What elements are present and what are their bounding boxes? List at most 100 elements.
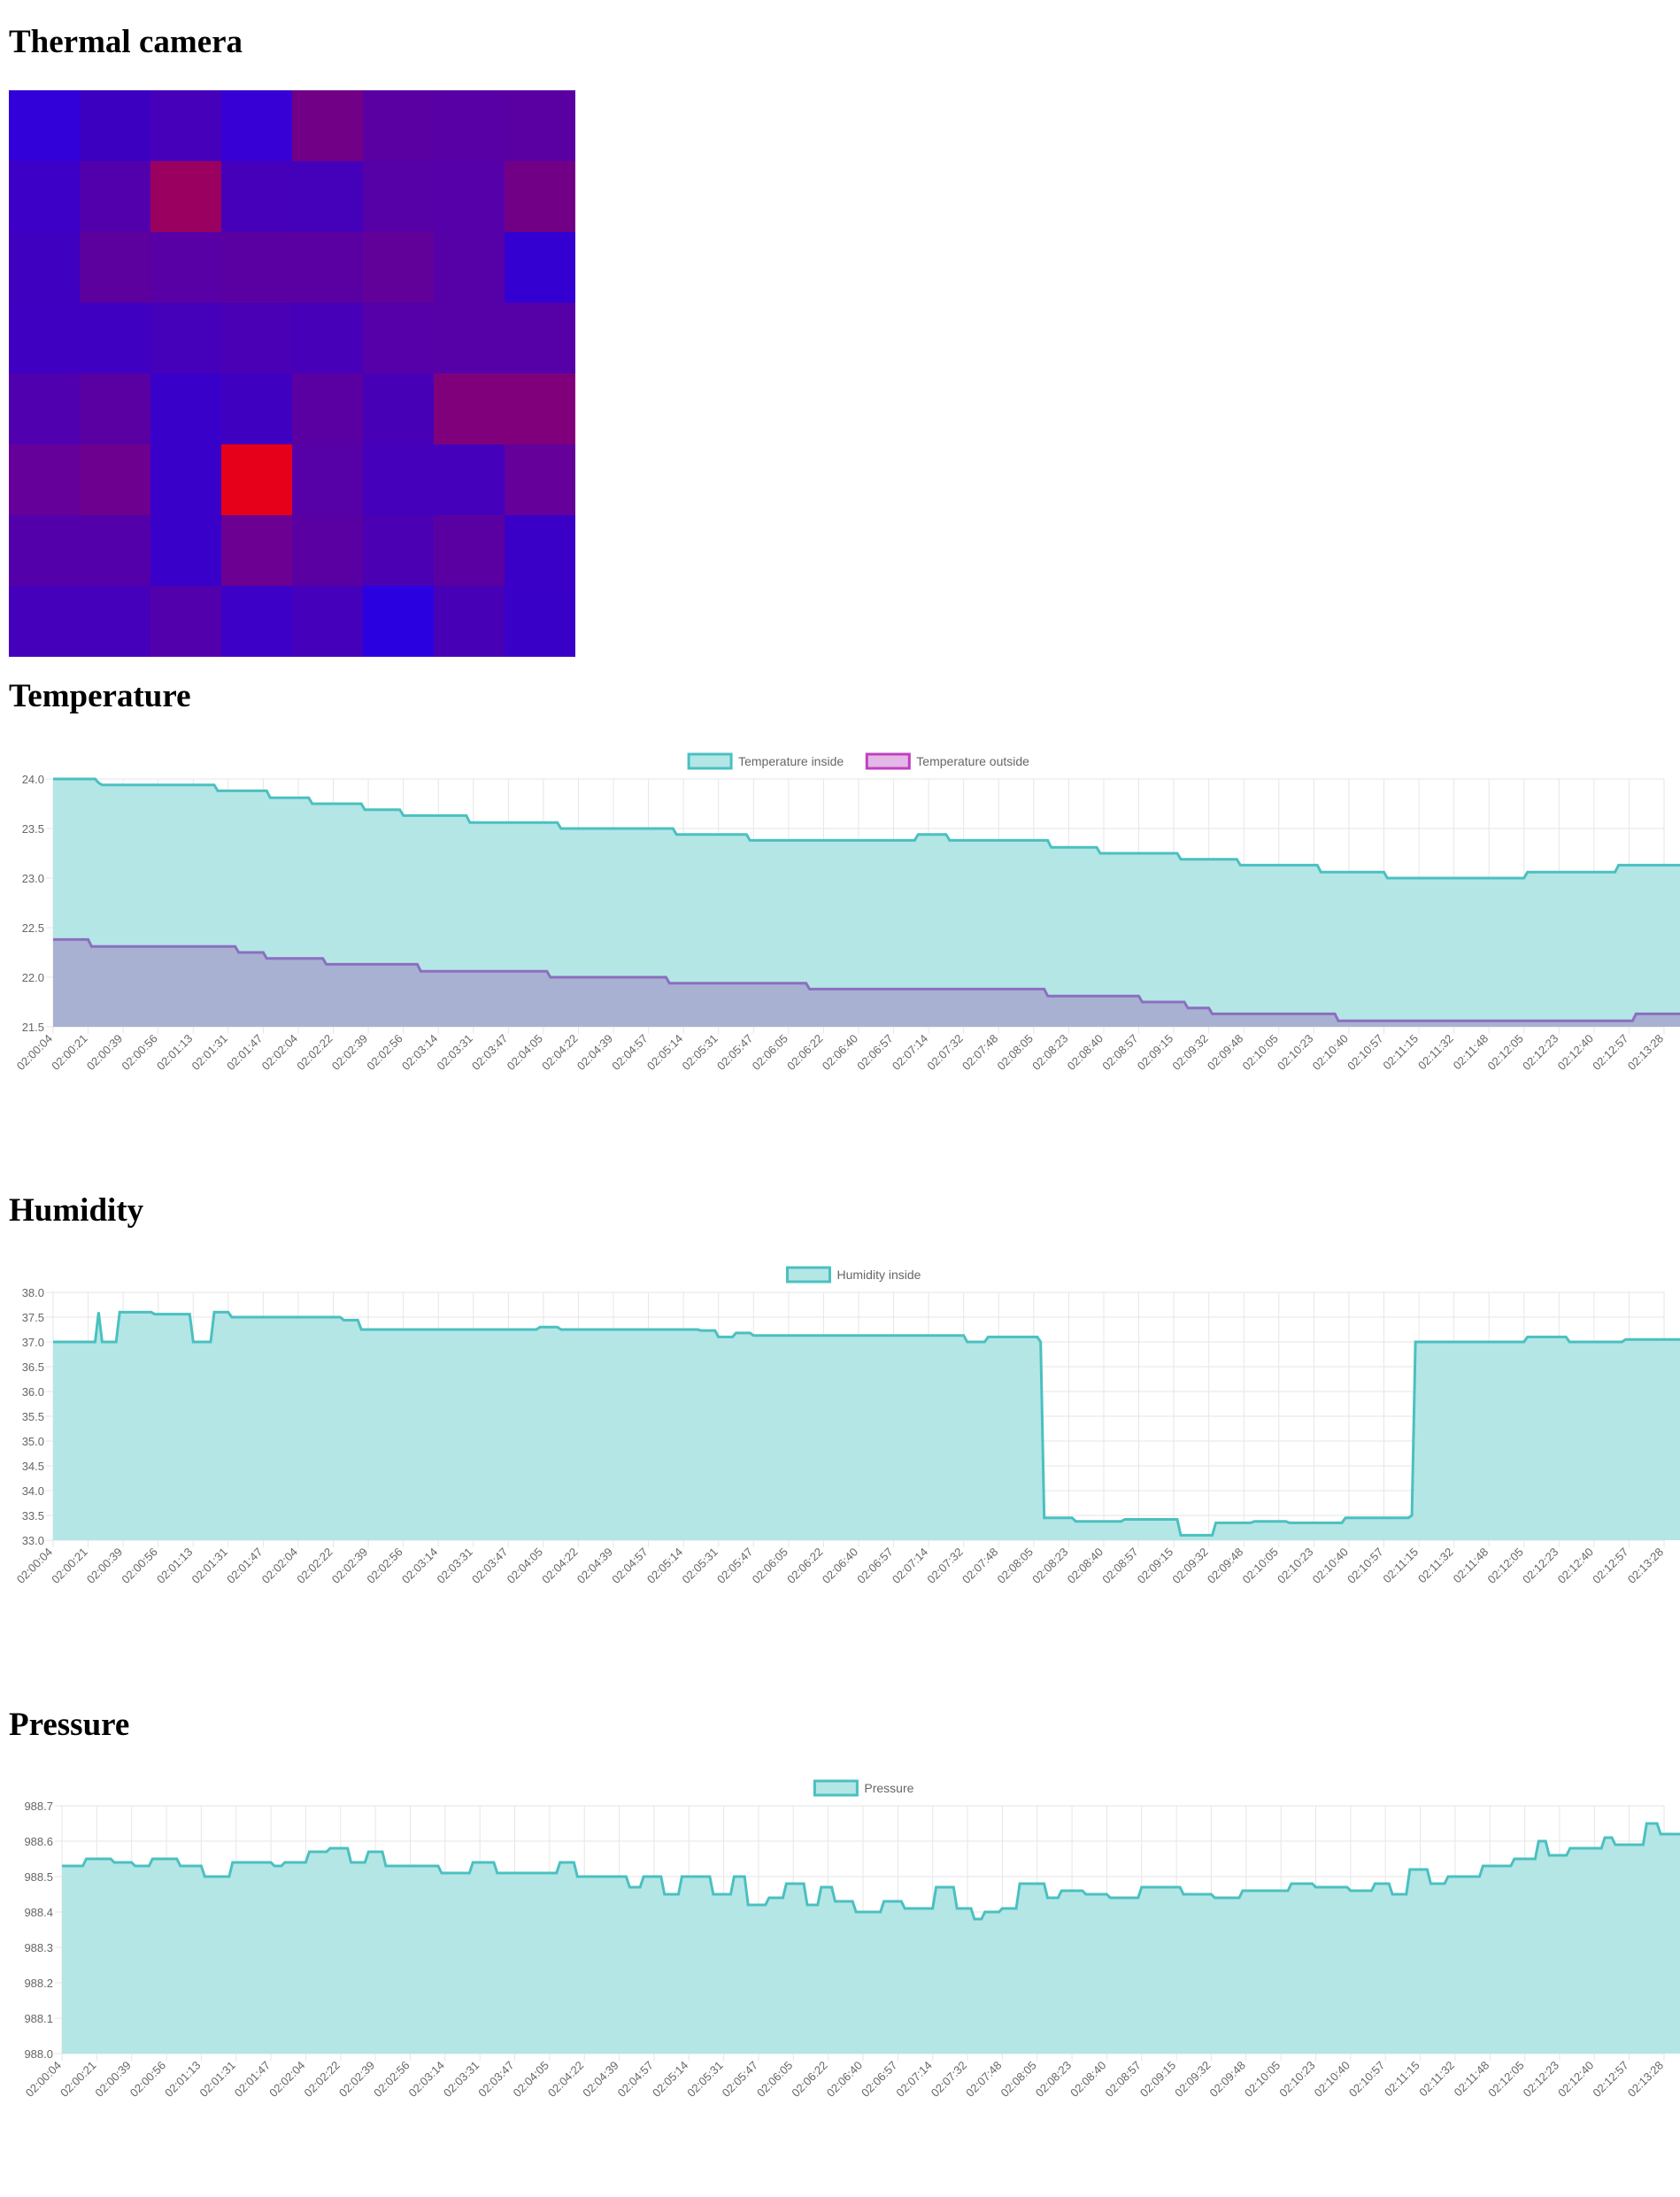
x-tick-label: 02:03:31 xyxy=(441,2059,482,2100)
y-tick-label: 988.3 xyxy=(24,1941,53,1954)
thermal-cell-r2-c0 xyxy=(9,232,80,303)
x-tick-label: 02:12:23 xyxy=(1520,1546,1561,1586)
x-tick-label: 02:09:48 xyxy=(1205,1546,1245,1586)
x-tick-label: 02:02:56 xyxy=(364,1032,405,1073)
x-tick-label: 02:05:47 xyxy=(720,2059,760,2100)
x-tick-label: 02:12:40 xyxy=(1555,1546,1596,1586)
thermal-cell-r6-c3 xyxy=(221,515,292,586)
x-tick-label: 02:05:47 xyxy=(714,1546,755,1586)
y-tick-label: 988.5 xyxy=(24,1870,53,1884)
x-tick-label: 02:12:23 xyxy=(1520,1032,1561,1073)
thermal-cell-r6-c5 xyxy=(363,515,434,586)
x-tick-label: 02:04:05 xyxy=(511,2059,551,2100)
thermal-cell-r6-c2 xyxy=(150,515,221,586)
x-tick-label: 02:05:14 xyxy=(644,1546,685,1586)
y-tick-label: 37.0 xyxy=(22,1336,44,1349)
x-tick-label: 02:10:57 xyxy=(1345,1546,1385,1586)
humidity-chart: 38.0 37.5 37.0 36.5 36.0 35.5 35.0 34.5 34.0 33.5… xyxy=(14,1266,1680,1586)
x-tick-label: 02:12:57 xyxy=(1590,2059,1630,2100)
x-tick-label: 02:01:13 xyxy=(154,1032,195,1073)
thermal-cell-r0-c3 xyxy=(221,90,292,161)
legend-label-1: Temperature outside xyxy=(916,754,1029,768)
x-tick-label: 02:02:39 xyxy=(329,1546,370,1586)
x-tick-label: 02:07:48 xyxy=(959,1032,1000,1073)
x-tick-label: 02:06:05 xyxy=(750,1032,790,1073)
y-tick-label: 35.0 xyxy=(22,1435,44,1448)
x-tick-label: 02:02:39 xyxy=(329,1032,370,1073)
x-tick-label: 02:00:04 xyxy=(23,2059,64,2100)
pressure-chart: 988.7 988.6 988.5 988.4 988.3 988.2 988.1 988.0… xyxy=(23,1779,1680,2100)
x-tick-label: 02:08:57 xyxy=(1099,1032,1140,1073)
y-tick-label: 988.2 xyxy=(24,1977,53,1990)
x-tick-label: 02:01:31 xyxy=(197,2059,237,2100)
x-tick-label: 02:00:04 xyxy=(14,1546,55,1586)
y-tick-label: 988.1 xyxy=(24,2012,53,2025)
x-tick-label: 02:00:04 xyxy=(14,1032,55,1073)
y-tick-label: 35.5 xyxy=(22,1410,44,1423)
x-tick-label: 02:11:32 xyxy=(1416,2059,1457,2100)
x-tick-label: 02:10:23 xyxy=(1275,1546,1315,1586)
x-tick-label: 02:10:40 xyxy=(1310,1546,1351,1586)
y-tick-label: 988.6 xyxy=(24,1835,53,1848)
x-tick-label: 02:04:57 xyxy=(609,1032,650,1073)
series-area-0 xyxy=(62,1823,1680,2054)
x-tick-label: 02:01:47 xyxy=(224,1032,265,1073)
y-tick-label: 21.5 xyxy=(22,1021,44,1034)
thermal-cell-r6-c7 xyxy=(505,515,575,586)
y-tick-label: 34.5 xyxy=(22,1460,44,1473)
x-tick-label: 02:11:48 xyxy=(1452,2059,1492,2100)
thermal-cell-r5-c4 xyxy=(292,444,363,515)
x-tick-label: 02:03:14 xyxy=(399,1546,440,1586)
y-tick-label: 23.0 xyxy=(22,872,44,885)
thermal-cell-r1-c5 xyxy=(363,161,434,232)
x-tick-label: 02:04:22 xyxy=(539,1546,580,1586)
thermal-cell-r4-c6 xyxy=(434,374,505,444)
series-area-0 xyxy=(53,1312,1680,1540)
x-tick-label: 02:02:04 xyxy=(259,1032,300,1073)
x-tick-label: 02:12:05 xyxy=(1485,2059,1526,2100)
x-tick-label: 02:06:57 xyxy=(854,1546,895,1586)
x-tick-label: 02:06:22 xyxy=(789,2059,829,2100)
x-tick-label: 02:02:22 xyxy=(302,2059,343,2100)
x-tick-label: 02:08:23 xyxy=(1029,1032,1070,1073)
x-tick-label: 02:09:48 xyxy=(1205,1032,1245,1073)
x-tick-label: 02:10:23 xyxy=(1275,1032,1315,1073)
y-tick-label: 33.5 xyxy=(22,1509,44,1522)
x-tick-label: 02:03:31 xyxy=(435,1032,475,1073)
series-line-0 xyxy=(62,1822,1680,1921)
x-tick-label: 02:07:14 xyxy=(893,2059,934,2100)
x-tick-label: 02:11:48 xyxy=(1451,1546,1491,1586)
x-tick-label: 02:07:32 xyxy=(924,1032,965,1073)
x-tick-label: 02:10:05 xyxy=(1240,1032,1281,1073)
x-tick-label: 02:09:15 xyxy=(1135,1546,1175,1586)
x-tick-label: 02:02:04 xyxy=(266,2059,307,2100)
x-tick-label: 02:06:40 xyxy=(820,1032,860,1073)
x-tick-label: 02:00:21 xyxy=(58,2059,98,2100)
x-tick-label: 02:01:47 xyxy=(232,2059,273,2100)
x-tick-label: 02:04:05 xyxy=(505,1546,545,1586)
x-tick-label: 02:04:22 xyxy=(545,2059,586,2100)
x-tick-label: 02:07:14 xyxy=(890,1032,930,1073)
x-tick-label: 02:02:56 xyxy=(364,1546,405,1586)
x-tick-label: 02:05:14 xyxy=(650,2059,690,2100)
x-tick-label: 02:02:56 xyxy=(371,2059,412,2100)
thermal-cell-r4-c7 xyxy=(505,374,575,444)
thermal-cell-r4-c3 xyxy=(221,374,292,444)
thermal-cell-r1-c7 xyxy=(505,161,575,232)
x-tick-label: 02:04:57 xyxy=(615,2059,656,2100)
x-tick-label: 02:08:40 xyxy=(1067,2059,1108,2100)
x-tick-label: 02:00:39 xyxy=(84,1032,125,1073)
x-tick-label: 02:09:15 xyxy=(1137,2059,1178,2100)
x-tick-label: 02:12:40 xyxy=(1555,2059,1596,2100)
x-tick-label: 02:05:31 xyxy=(679,1546,720,1586)
x-tick-label: 02:10:05 xyxy=(1242,2059,1283,2100)
x-tick-label: 02:03:47 xyxy=(469,1032,510,1073)
y-tick-label: 988.4 xyxy=(24,1906,53,1919)
x-tick-label: 02:05:14 xyxy=(644,1032,685,1073)
temperature-heading: Temperature xyxy=(9,678,191,714)
x-tick-label: 02:04:39 xyxy=(574,1032,615,1073)
x-tick-label: 02:06:57 xyxy=(859,2059,899,2100)
legend-swatch-0 xyxy=(786,1266,831,1284)
x-tick-label: 02:11:15 xyxy=(1382,2059,1422,2100)
x-tick-label: 02:02:04 xyxy=(259,1546,300,1586)
